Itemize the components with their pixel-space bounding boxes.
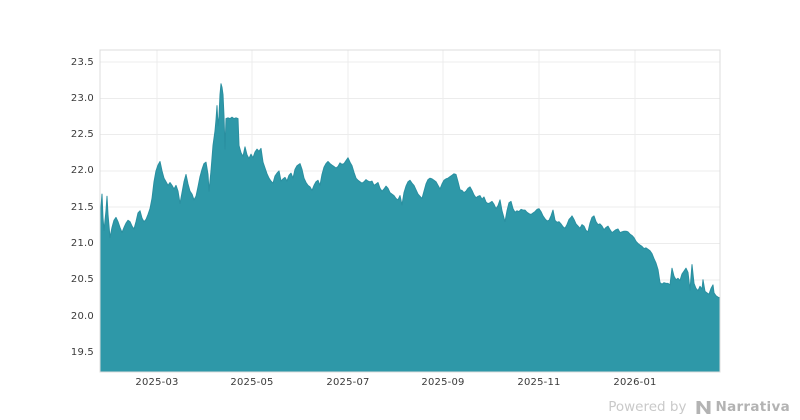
x-tick-label: 2025-09 <box>421 377 465 388</box>
y-tick-label: 22.5 <box>70 129 94 141</box>
x-tick-label: 2026-01 <box>613 377 657 388</box>
y-tick-label: 21.5 <box>70 201 94 213</box>
y-tick-label: 20.5 <box>70 274 94 286</box>
x-tick-label: 2025-05 <box>230 377 274 388</box>
y-tick-label: 21.0 <box>70 238 94 249</box>
x-tick-label: 2025-03 <box>135 377 179 388</box>
x-tick-label: 2025-07 <box>326 377 370 388</box>
y-tick-label: 22.0 <box>70 165 94 177</box>
x-tick-label: 2025-11 <box>517 377 561 388</box>
narrativa-brand-text: Narrativa <box>715 399 790 415</box>
powered-by-text: Powered by <box>608 399 687 415</box>
y-tick-label: 23.0 <box>70 92 94 104</box>
series-area <box>99 83 721 373</box>
y-tick-label: 23.5 <box>70 56 94 68</box>
narrativa-logo-icon <box>696 400 711 414</box>
y-tick-label: 20.0 <box>70 310 94 322</box>
watermark: Powered by Narrativa <box>608 399 790 415</box>
y-tick-label: 19.5 <box>70 346 94 358</box>
plot-border <box>99 49 721 373</box>
